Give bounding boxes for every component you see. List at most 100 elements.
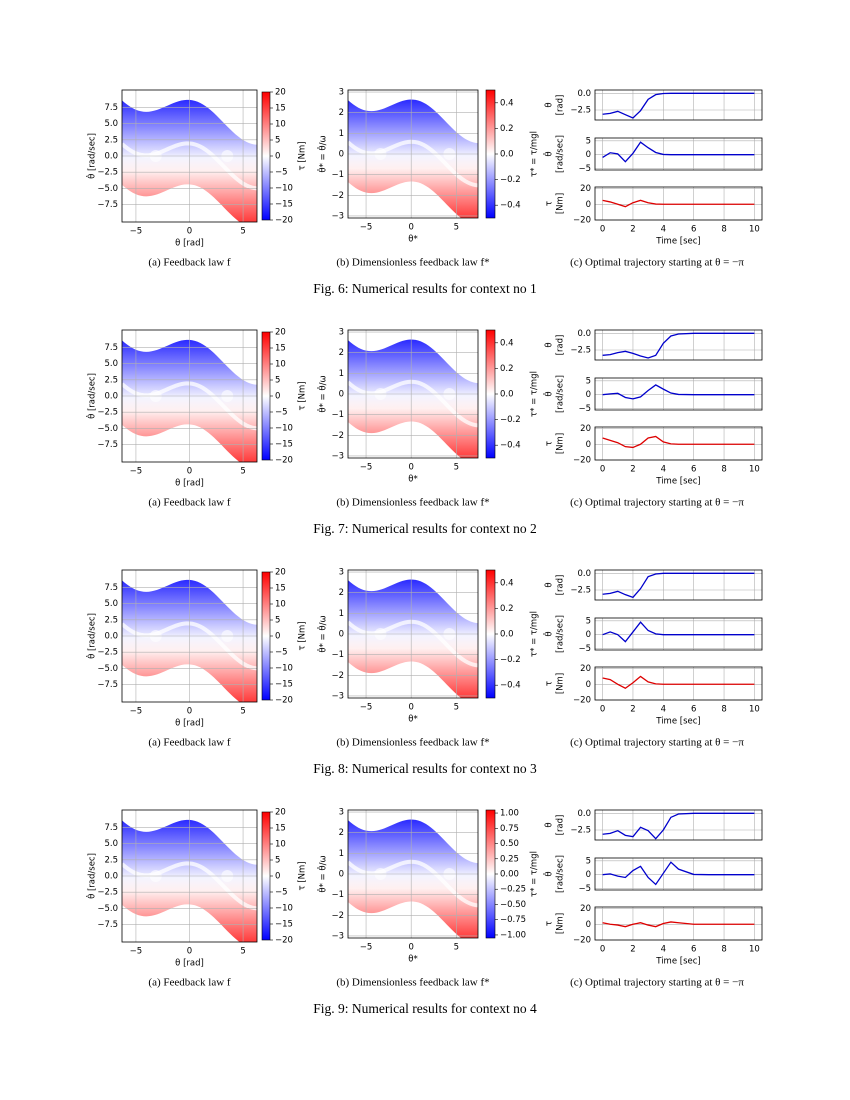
x-tick-label: 0 — [600, 705, 605, 715]
colorbar-tick-label: −20 — [275, 456, 293, 466]
x-tick-label: 0 — [187, 467, 192, 477]
colorbar — [485, 89, 496, 219]
trajectory-line — [602, 921, 755, 928]
colorbar — [261, 331, 271, 461]
y-tick-label: 0 — [586, 440, 591, 450]
x-tick-label: 10 — [749, 945, 760, 955]
colorbar-label: τ [Nm] — [298, 861, 308, 890]
x-tick-label: 0 — [408, 463, 413, 473]
y-tick-label: 0 — [339, 390, 344, 400]
y-tick-label: 1 — [339, 609, 344, 619]
x-tick-label: −5 — [130, 707, 143, 717]
x-axis-label: θ* — [408, 955, 417, 965]
y-tick-label: −7.5 — [97, 680, 118, 690]
colorbar — [485, 569, 496, 699]
x-axis-label: Time [sec] — [655, 477, 700, 487]
y-tick-label: −2 — [331, 191, 344, 201]
x-tick-label: 10 — [749, 225, 760, 235]
y-tick-label: 20 — [580, 424, 591, 434]
y-tick-label: −2.5 — [97, 408, 118, 418]
colorbar-label: τ [Nm] — [298, 381, 308, 410]
axes-frame — [594, 569, 763, 601]
colorbar-tick-label: −0.25 — [500, 885, 526, 895]
colorbar-tick-label: 0.0 — [500, 390, 514, 400]
y-tick-label: 0 — [586, 680, 591, 690]
y-tick-label: 2.5 — [104, 615, 118, 625]
x-tick-label: 4 — [661, 225, 666, 235]
axes-frame — [594, 377, 763, 411]
colorbar-tick-label: −0.4 — [500, 681, 521, 691]
y-tick-label: 1 — [339, 849, 344, 859]
x-tick-label: −5 — [360, 223, 373, 233]
y-axis-label: [rad/sec] — [556, 135, 566, 173]
colorbar-tick-label: −0.2 — [500, 655, 521, 665]
x-axis-label: θ [rad] — [175, 479, 204, 489]
axes-frame — [594, 426, 763, 461]
y-tick-label: −5 — [578, 164, 591, 174]
y-tick-label: 7.5 — [104, 103, 118, 113]
y-tick-label: −2.5 — [97, 648, 118, 658]
axes-frame — [594, 89, 763, 121]
colorbar-tick-label: −20 — [275, 936, 293, 946]
y-tick-label: 1 — [339, 129, 344, 139]
x-tick-label: 8 — [721, 945, 726, 955]
x-tick-label: 5 — [454, 463, 459, 473]
x-tick-label: 5 — [454, 943, 459, 953]
colorbar-tick-label: 20 — [275, 808, 286, 818]
y-tick-label: 0 — [586, 150, 591, 160]
y-tick-label: 5 — [586, 136, 591, 146]
subfigure-caption: (a) Feedback law f — [148, 737, 230, 749]
colorbar-tick-label: −10 — [275, 424, 293, 434]
axes-frame — [594, 186, 763, 221]
y-tick-label: 0 — [339, 870, 344, 880]
colorbar-tick-label: 0.00 — [500, 870, 519, 880]
y-tick-label: 0.0 — [577, 89, 591, 99]
subfigure-caption: (b) Dimensionless feedback law f* — [336, 257, 489, 269]
colorbar-tick-label: 10 — [275, 120, 286, 130]
colorbar-tick-label: −15 — [275, 200, 293, 210]
y-tick-label: −1 — [331, 410, 344, 420]
trajectory-line — [602, 572, 755, 599]
x-tick-label: 4 — [661, 465, 666, 475]
colorbar-tick-label: −0.4 — [500, 441, 521, 451]
x-tick-label: 5 — [454, 223, 459, 233]
y-axis-label: [rad] — [556, 575, 566, 596]
colorbar-label: τ* = τ/mgl — [530, 611, 540, 657]
y-tick-label: 3 — [339, 568, 344, 578]
subfigure-caption: (b) Dimensionless feedback law f* — [336, 737, 489, 749]
y-tick-label: −2 — [331, 431, 344, 441]
x-tick-label: 0 — [408, 943, 413, 953]
y-tick-label: −2.5 — [570, 346, 591, 356]
y-tick-label: −2 — [331, 671, 344, 681]
y-tick-label: −7.5 — [97, 200, 118, 210]
y-tick-label: 2.5 — [104, 855, 118, 865]
colorbar-tick-label: 0 — [275, 152, 280, 162]
x-axis-label: θ [rad] — [175, 239, 204, 249]
colorbar-tick-label: 5 — [275, 856, 280, 866]
y-tick-label: −5.0 — [97, 184, 118, 194]
x-axis-label: θ* — [408, 235, 417, 245]
colorbar-tick-label: −5 — [275, 408, 288, 418]
axes-frame — [347, 569, 479, 699]
x-tick-label: 5 — [454, 703, 459, 713]
y-tick-label: −5 — [578, 884, 591, 894]
y-tick-label: 0 — [586, 200, 591, 210]
y-tick-label: −3 — [331, 931, 344, 941]
colorbar-tick-label: 5 — [275, 616, 280, 626]
y-axis-label: [Nm] — [556, 433, 566, 454]
y-tick-label: 0.0 — [104, 152, 118, 162]
x-tick-label: 4 — [661, 945, 666, 955]
colorbar-tick-label: 0.2 — [500, 124, 514, 134]
x-tick-label: 0 — [600, 945, 605, 955]
x-tick-label: 0 — [600, 465, 605, 475]
x-tick-label: 10 — [749, 705, 760, 715]
axes-frame — [121, 569, 258, 703]
y-axis-label: [rad/sec] — [556, 375, 566, 413]
colorbar-tick-label: 0.0 — [500, 150, 514, 160]
y-axis-label: θ̇* = θ̇/ω — [317, 375, 329, 412]
y-tick-label: 0.0 — [577, 329, 591, 339]
y-tick-label: 0 — [586, 870, 591, 880]
subfigure-caption: (c) Optimal trajectory starting at θ = −… — [570, 497, 744, 509]
x-tick-label: 5 — [240, 707, 245, 717]
